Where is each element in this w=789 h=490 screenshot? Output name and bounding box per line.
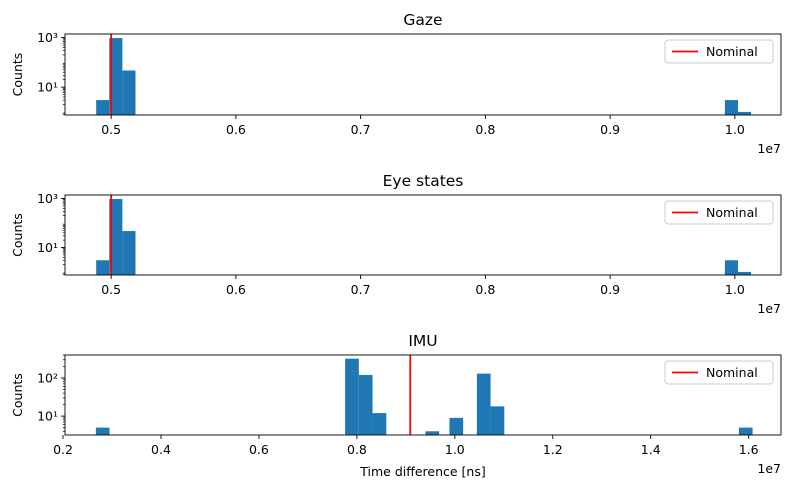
y-tick-label: 10¹ <box>37 409 58 424</box>
y-tick-label: 10¹ <box>37 80 58 95</box>
x-tick-label: 0.6 <box>249 442 269 457</box>
x-axis-label: Time difference [ns] <box>359 464 485 479</box>
histogram-bar <box>724 100 738 115</box>
histogram-bar <box>345 358 359 435</box>
histogram-bar <box>109 199 123 275</box>
y-tick-label: 10³ <box>37 191 58 206</box>
histogram-bar <box>96 260 110 275</box>
y-tick-label: 10¹ <box>37 240 58 255</box>
x-tick-label: 0.9 <box>600 122 620 137</box>
histogram-bar <box>737 111 752 115</box>
histogram-bar <box>122 70 136 115</box>
legend-box <box>664 360 774 385</box>
y-axis-label: Counts <box>10 373 25 417</box>
x-tick-label: 0.6 <box>226 282 246 297</box>
histogram-bar <box>372 413 387 435</box>
y-tick-label: 10³ <box>37 30 58 45</box>
x-offset-label: 1e7 <box>757 301 781 316</box>
histogram-bar <box>737 271 752 275</box>
legend-label: Nominal <box>706 44 758 59</box>
x-tick-label: 0.2 <box>53 442 73 457</box>
x-tick-label: 0.8 <box>475 282 495 297</box>
x-tick-label: 0.5 <box>101 282 121 297</box>
axes-frame <box>64 194 782 276</box>
histogram-bar <box>490 406 505 435</box>
x-tick-label: 0.4 <box>151 442 171 457</box>
chart-title: Gaze <box>403 11 442 29</box>
chart-title: Eye states <box>383 172 464 190</box>
legend: Nominal <box>664 360 774 385</box>
subplot-1: Gaze Counts 0.5 0.6 0.7 0.8 0.9 1.0 1e7 10¹ 10³ Nom… <box>10 11 782 156</box>
x-tick-label: 0.5 <box>101 122 121 137</box>
histogram-bar <box>96 100 110 115</box>
histogram-bar <box>724 260 738 275</box>
x-tick-label: 1.4 <box>641 442 661 457</box>
x-offset-label: 1e7 <box>757 461 781 476</box>
chart-title: IMU <box>408 332 437 350</box>
x-tick-label: 0.8 <box>347 442 367 457</box>
x-tick-label: 1.2 <box>543 442 563 457</box>
axes-frame <box>64 33 782 116</box>
y-axis-label: Counts <box>10 213 25 257</box>
subplot-3: IMU Counts 0.2 0.4 0.6 0.8 1.0 1.2 1.4 1.6 1e7 10¹ 1… <box>10 332 782 479</box>
legend: Nominal <box>664 200 774 225</box>
histogram-bar <box>738 427 753 435</box>
histogram-bar <box>425 431 440 435</box>
histogram-bar <box>122 231 136 275</box>
x-tick-label: 0.8 <box>475 122 495 137</box>
histogram-bar <box>109 38 123 116</box>
y-tick-label: 10² <box>37 370 58 385</box>
legend: Nominal <box>664 39 774 64</box>
legend-box <box>664 39 774 64</box>
x-offset-label: 1e7 <box>757 141 781 156</box>
histogram-bar <box>358 374 373 435</box>
legend-box <box>664 200 774 225</box>
x-tick-label: 0.7 <box>351 122 371 137</box>
histogram-bar <box>449 417 464 435</box>
x-tick-label: 1.0 <box>445 442 465 457</box>
legend-label: Nominal <box>706 205 758 220</box>
histogram-bar <box>476 373 491 435</box>
axes-frame <box>64 354 782 436</box>
x-tick-label: 1.0 <box>725 282 745 297</box>
histogram-bar <box>95 427 110 435</box>
x-tick-label: 1.0 <box>725 122 745 137</box>
x-tick-label: 0.9 <box>600 282 620 297</box>
subplot-2: Eye states Counts 0.5 0.6 0.7 0.8 0.9 1.0 1e7 10¹… <box>10 172 782 316</box>
x-tick-label: 1.6 <box>739 442 759 457</box>
x-tick-label: 0.6 <box>226 122 246 137</box>
legend-label: Nominal <box>706 365 758 380</box>
x-tick-label: 0.7 <box>351 282 371 297</box>
y-axis-label: Counts <box>10 53 25 97</box>
